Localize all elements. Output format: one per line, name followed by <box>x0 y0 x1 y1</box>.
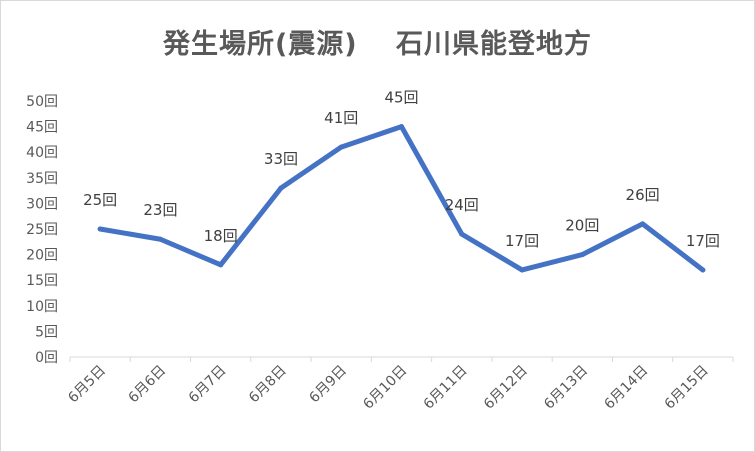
x-tick-label: 6月7日 <box>186 363 230 407</box>
data-point <box>640 221 646 227</box>
y-tick-label: 25回 <box>26 222 58 238</box>
data-point <box>459 231 465 237</box>
data-point <box>278 185 284 191</box>
data-point <box>218 262 224 268</box>
data-label: 24回 <box>445 196 479 214</box>
data-point <box>700 267 706 273</box>
y-tick-label: 45回 <box>26 120 58 136</box>
series-line <box>97 124 706 273</box>
x-tick-label: 6月13日 <box>541 363 591 413</box>
x-tick-label: 6月6日 <box>126 363 170 407</box>
x-tick-label: 6月5日 <box>65 363 109 407</box>
x-tick-label: 6月9日 <box>306 363 350 407</box>
x-tick-label: 6月10日 <box>360 363 410 413</box>
data-point <box>399 124 404 130</box>
data-point <box>338 144 344 150</box>
y-tick-label: 40回 <box>26 145 58 161</box>
y-tick-label: 35回 <box>26 171 58 187</box>
data-label: 41回 <box>324 109 358 127</box>
data-label: 18回 <box>204 227 238 245</box>
y-tick-label: 20回 <box>26 248 58 264</box>
y-tick-label: 50回 <box>26 94 58 110</box>
x-tick-label: 6月8日 <box>246 363 290 407</box>
data-label: 33回 <box>264 150 298 168</box>
data-point <box>157 236 163 242</box>
data-label: 17回 <box>505 232 539 250</box>
data-point <box>579 252 585 258</box>
y-tick-label: 5回 <box>35 324 58 340</box>
x-tick-label: 6月15日 <box>662 363 712 413</box>
data-label: 17回 <box>686 232 720 250</box>
data-point <box>519 267 525 273</box>
data-label: 23回 <box>143 201 177 219</box>
data-label: 45回 <box>384 89 418 107</box>
y-tick-label: 15回 <box>26 273 58 289</box>
y-tick-label: 10回 <box>26 299 58 315</box>
data-label: 20回 <box>565 217 599 235</box>
chart-title: 発生場所(震源) 石川県能登地方 <box>162 29 593 60</box>
data-point <box>97 226 103 232</box>
x-tick-label: 6月14日 <box>601 363 651 413</box>
x-tick-label: 6月12日 <box>481 363 531 413</box>
x-tick-label: 6月11日 <box>421 363 471 413</box>
data-label: 25回 <box>83 191 117 209</box>
y-tick-label: 0回 <box>35 350 58 366</box>
y-tick-label: 30回 <box>26 196 58 212</box>
data-label: 26回 <box>626 186 660 204</box>
